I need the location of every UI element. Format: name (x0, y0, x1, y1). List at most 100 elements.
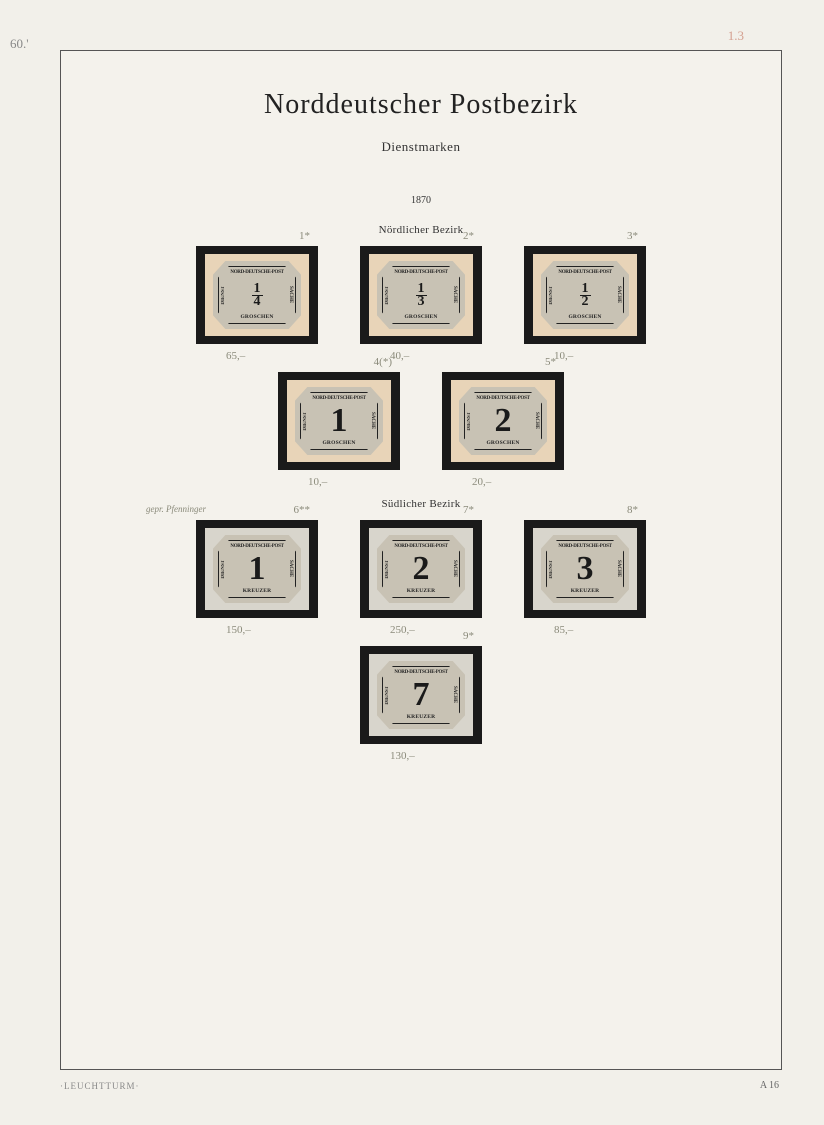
stamp-inscription-right: SACHE (534, 412, 539, 429)
stamp-currency: KREUZER (407, 588, 436, 594)
stamp-frame: NORD-DEUTSCHE-POST DIENST SACHE 14 GROSC… (213, 261, 301, 329)
stamp-currency: KREUZER (571, 588, 600, 594)
stamp-inscription-top: NORD-DEUTSCHE-POST (558, 544, 611, 549)
footer-page-code: A 16 (760, 1080, 779, 1091)
stamp-slot: 7* NORD-DEUTSCHE-POST DIENST SACHE 2 KRE… (360, 520, 482, 618)
stamp: NORD-DEUTSCHE-POST DIENST SACHE 2 GROSCH… (451, 380, 555, 462)
stamp-row-1: 1* NORD-DEUTSCHE-POST DIENST SACHE 14 GR… (61, 246, 781, 344)
stamp-price: 250,– (390, 624, 415, 636)
stamp-value: 12 (580, 283, 591, 308)
stamp-value: 13 (416, 283, 427, 308)
stamp-price: 130,– (390, 750, 415, 762)
stamp-price: 40,– (390, 350, 409, 362)
year-label: 1870 (61, 195, 781, 206)
stamp-inscription-right: SACHE (452, 560, 457, 577)
stamp-inner: NORD-DEUTSCHE-POST DIENST SACHE 3 KREUZE… (546, 540, 624, 598)
stamp-inscription-left: DIENST (385, 560, 390, 579)
stamp-mount: NORD-DEUTSCHE-POST DIENST SACHE 12 GROSC… (524, 246, 646, 344)
stamp-inscription-right: SACHE (616, 560, 621, 577)
stamp-mount: NORD-DEUTSCHE-POST DIENST SACHE 14 GROSC… (196, 246, 318, 344)
stamp: NORD-DEUTSCHE-POST DIENST SACHE 12 GROSC… (533, 254, 637, 336)
stamp-frame: NORD-DEUTSCHE-POST DIENST SACHE 1 GROSCH… (295, 387, 383, 455)
stamp-catalog-number: 8* (627, 504, 638, 516)
stamp-inner: NORD-DEUTSCHE-POST DIENST SACHE 14 GROSC… (218, 266, 296, 324)
stamp-inner: NORD-DEUTSCHE-POST DIENST SACHE 12 GROSC… (546, 266, 624, 324)
stamp-value: 2 (413, 555, 430, 584)
stamp-inscription-right: SACHE (288, 286, 293, 303)
stamp-inscription-right: SACHE (452, 686, 457, 703)
stamp-price: 10,– (554, 350, 573, 362)
stamp-mount: NORD-DEUTSCHE-POST DIENST SACHE 13 GROSC… (360, 246, 482, 344)
stamp-mount: NORD-DEUTSCHE-POST DIENST SACHE 1 GROSCH… (278, 372, 400, 470)
stamp-slot: 9* NORD-DEUTSCHE-POST DIENST SACHE 7 KRE… (360, 646, 482, 744)
margin-note-top-right: 1.3 (728, 28, 744, 44)
stamp-currency: GROSCHEN (568, 314, 601, 320)
stamp: NORD-DEUTSCHE-POST DIENST SACHE 1 GROSCH… (287, 380, 391, 462)
stamp: NORD-DEUTSCHE-POST DIENST SACHE 2 KREUZE… (369, 528, 473, 610)
stamp-slot: 3* NORD-DEUTSCHE-POST DIENST SACHE 12 GR… (524, 246, 646, 344)
stamp-inscription-top: NORD-DEUTSCHE-POST (230, 270, 283, 275)
stamp-inner: NORD-DEUTSCHE-POST DIENST SACHE 2 KREUZE… (382, 540, 460, 598)
stamp-catalog-number: 5* (545, 356, 556, 368)
stamp-mount: NORD-DEUTSCHE-POST DIENST SACHE 2 KREUZE… (360, 520, 482, 618)
stamp-value: 1 (249, 555, 266, 584)
stamp-slot: 8* NORD-DEUTSCHE-POST DIENST SACHE 3 KRE… (524, 520, 646, 618)
stamp-frame: NORD-DEUTSCHE-POST DIENST SACHE 13 GROSC… (377, 261, 465, 329)
stamp-currency: GROSCHEN (322, 440, 355, 446)
stamp-inscription-top: NORD-DEUTSCHE-POST (312, 396, 365, 401)
margin-note-top-left: 60.' (10, 36, 29, 52)
stamp-value: 7 (413, 681, 430, 710)
stamp-currency: GROSCHEN (486, 440, 519, 446)
stamp-inscription-top: NORD-DEUTSCHE-POST (558, 270, 611, 275)
stamp-row-3: gepr. Pfenninger 6** NORD-DEUTSCHE-POST … (61, 520, 781, 618)
stamp-inscription-left: DIENST (549, 286, 554, 305)
stamp-inner: NORD-DEUTSCHE-POST DIENST SACHE 2 GROSCH… (464, 392, 542, 450)
stamp-inscription-right: SACHE (616, 286, 621, 303)
page-title: Norddeutscher Postbezirk (61, 89, 781, 121)
stamp-frame: NORD-DEUTSCHE-POST DIENST SACHE 2 GROSCH… (459, 387, 547, 455)
stamp-currency: KREUZER (243, 588, 272, 594)
stamp-inscription-top: NORD-DEUTSCHE-POST (394, 670, 447, 675)
stamp-frame: NORD-DEUTSCHE-POST DIENST SACHE 2 KREUZE… (377, 535, 465, 603)
stamp-mount: NORD-DEUTSCHE-POST DIENST SACHE 2 GROSCH… (442, 372, 564, 470)
stamp-inscription-top: NORD-DEUTSCHE-POST (394, 544, 447, 549)
stamp-price: 20,– (472, 476, 491, 488)
stamp-currency: GROSCHEN (240, 314, 273, 320)
stamp-value: 1 (331, 407, 348, 436)
stamp-inscription-left: DIENST (385, 686, 390, 705)
stamp-frame: NORD-DEUTSCHE-POST DIENST SACHE 7 KREUZE… (377, 661, 465, 729)
stamp-price: 85,– (554, 624, 573, 636)
stamp: NORD-DEUTSCHE-POST DIENST SACHE 3 KREUZE… (533, 528, 637, 610)
stamp-inscription-right: SACHE (370, 412, 375, 429)
stamp-catalog-number: 3* (627, 230, 638, 242)
stamp-frame: NORD-DEUTSCHE-POST DIENST SACHE 1 KREUZE… (213, 535, 301, 603)
stamp-catalog-number: 2* (463, 230, 474, 242)
stamp: NORD-DEUTSCHE-POST DIENST SACHE 7 KREUZE… (369, 654, 473, 736)
stamp-inner: NORD-DEUTSCHE-POST DIENST SACHE 13 GROSC… (382, 266, 460, 324)
stamp-frame: NORD-DEUTSCHE-POST DIENST SACHE 12 GROSC… (541, 261, 629, 329)
footer-brand: ·LEUCHTTURM· (60, 1081, 140, 1091)
stamp-slot: gepr. Pfenninger 6** NORD-DEUTSCHE-POST … (196, 520, 318, 618)
stamp-inscription-right: SACHE (452, 286, 457, 303)
stamp-value: 3 (577, 555, 594, 584)
stamp-slot: 2* NORD-DEUTSCHE-POST DIENST SACHE 13 GR… (360, 246, 482, 344)
stamp-catalog-number: 4(*) (374, 356, 392, 368)
stamp: NORD-DEUTSCHE-POST DIENST SACHE 14 GROSC… (205, 254, 309, 336)
stamp-catalog-number: 1* (299, 230, 310, 242)
stamp-inscription-top: NORD-DEUTSCHE-POST (230, 544, 283, 549)
stamp-mount: NORD-DEUTSCHE-POST DIENST SACHE 7 KREUZE… (360, 646, 482, 744)
stamp: NORD-DEUTSCHE-POST DIENST SACHE 13 GROSC… (369, 254, 473, 336)
stamp-inscription-left: DIENST (221, 560, 226, 579)
stamp-inscription-left: DIENST (221, 286, 226, 305)
stamp-currency: GROSCHEN (404, 314, 437, 320)
stamp-inner: NORD-DEUTSCHE-POST DIENST SACHE 7 KREUZE… (382, 666, 460, 724)
stamp-slot: 5* NORD-DEUTSCHE-POST DIENST SACHE 2 GRO… (442, 372, 564, 470)
stamp-inner: NORD-DEUTSCHE-POST DIENST SACHE 1 KREUZE… (218, 540, 296, 598)
stamp-value: 2 (495, 407, 512, 436)
stamp-inscription-left: DIENST (467, 412, 472, 431)
section-label-north: Nördlicher Bezirk (61, 224, 781, 236)
stamp-value: 14 (252, 283, 263, 308)
album-page: Norddeutscher Postbezirk Dienstmarken 18… (60, 50, 782, 1070)
stamp-catalog-number: 7* (463, 504, 474, 516)
stamp-annotation-extra: gepr. Pfenninger (146, 504, 206, 514)
